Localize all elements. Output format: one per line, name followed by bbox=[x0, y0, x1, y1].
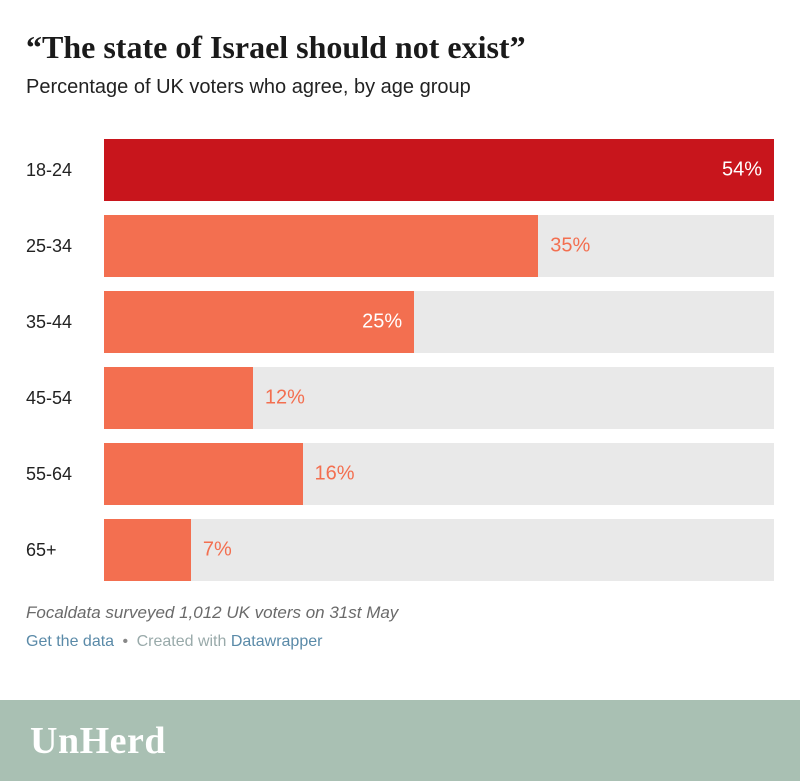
bar-value-label: 12% bbox=[265, 387, 305, 410]
bar-row: 65+ 7% bbox=[26, 519, 774, 581]
bar-row: 35-44 25% bbox=[26, 291, 774, 353]
bar-track: 54% bbox=[104, 139, 774, 201]
bar-track: 12% bbox=[104, 367, 774, 429]
bar-fill: 54% bbox=[104, 139, 774, 201]
category-label: 45-54 bbox=[26, 367, 104, 429]
bar-row: 45-54 12% bbox=[26, 367, 774, 429]
bar-track: 7% bbox=[104, 519, 774, 581]
bar-fill bbox=[104, 519, 191, 581]
chart-card: “The state of Israel should not exist” P… bbox=[0, 0, 800, 700]
bar-value-label: 25% bbox=[362, 311, 402, 334]
source-note: Focaldata surveyed 1,012 UK voters on 31… bbox=[26, 603, 774, 623]
bar-value-label: 35% bbox=[550, 235, 590, 258]
bar-value-label: 16% bbox=[315, 463, 355, 486]
chart-title: “The state of Israel should not exist” bbox=[26, 28, 774, 66]
bar-fill bbox=[104, 215, 538, 277]
category-label: 25-34 bbox=[26, 215, 104, 277]
category-label: 55-64 bbox=[26, 443, 104, 505]
bar-fill bbox=[104, 367, 253, 429]
get-data-link[interactable]: Get the data bbox=[26, 633, 114, 650]
bar-row: 25-34 35% bbox=[26, 215, 774, 277]
category-label: 18-24 bbox=[26, 139, 104, 201]
chart-subtitle: Percentage of UK voters who agree, by ag… bbox=[26, 76, 774, 99]
outer-frame: “The state of Israel should not exist” P… bbox=[0, 0, 800, 781]
bar-fill bbox=[104, 443, 303, 505]
datawrapper-link[interactable]: Datawrapper bbox=[231, 633, 323, 650]
category-label: 35-44 bbox=[26, 291, 104, 353]
bar-fill: 25% bbox=[104, 291, 414, 353]
bar-row: 18-24 54% bbox=[26, 139, 774, 201]
bar-value-label: 54% bbox=[722, 159, 762, 182]
bar-value-label: 7% bbox=[203, 539, 232, 562]
brand-logo: UnHerd bbox=[30, 719, 166, 763]
bar-track: 25% bbox=[104, 291, 774, 353]
bar-track: 16% bbox=[104, 443, 774, 505]
created-with-prefix: Created with bbox=[137, 633, 231, 650]
separator-dot: • bbox=[119, 633, 133, 650]
bar-chart: 18-24 54% 25-34 35% 35-44 25% bbox=[26, 139, 774, 581]
bar-track: 35% bbox=[104, 215, 774, 277]
category-label: 65+ bbox=[26, 519, 104, 581]
footer-links: Get the data • Created with Datawrapper bbox=[26, 633, 774, 651]
bar-row: 55-64 16% bbox=[26, 443, 774, 505]
